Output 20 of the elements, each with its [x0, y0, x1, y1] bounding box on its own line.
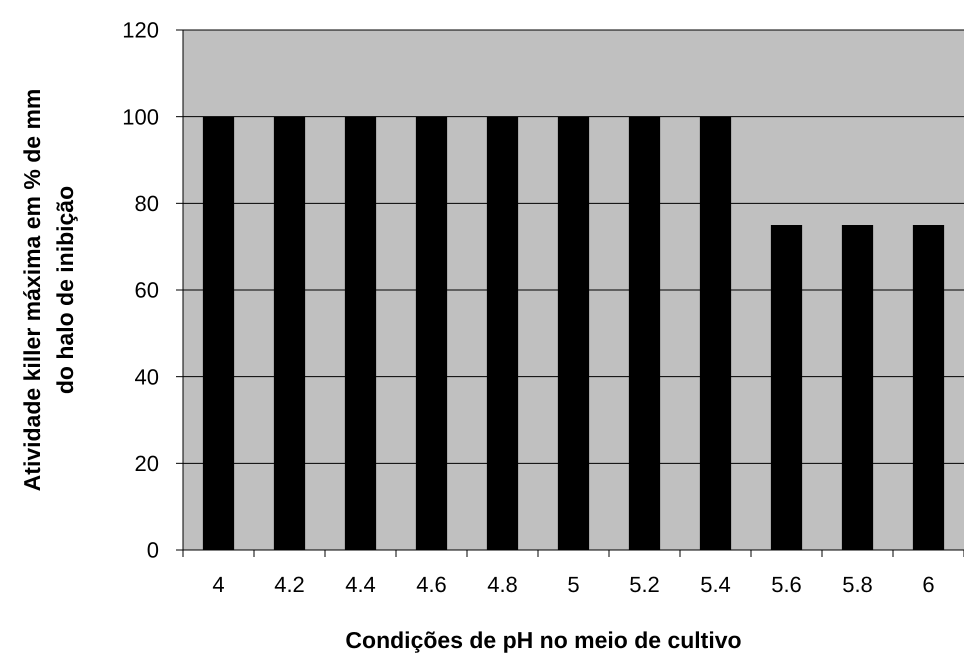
y-tick-label: 120: [122, 18, 159, 43]
x-tick-label: 4: [212, 572, 225, 597]
y-tick-label: 0: [146, 538, 159, 563]
y-tick-label: 80: [134, 191, 159, 216]
x-tick-label: 5.4: [700, 572, 731, 597]
x-tick-label: 5.2: [629, 572, 660, 597]
y-tick-label: 40: [134, 364, 159, 390]
y-tick-label: 100: [122, 104, 159, 130]
x-tick-label: 5.6: [771, 572, 802, 597]
y-tick-label: 60: [134, 278, 159, 303]
x-tick-label: 4.6: [416, 572, 447, 597]
x-tick-label: 4.2: [274, 572, 305, 597]
y-axis-title: Atividade killer máxima em % de mm do halo de inibição: [19, 88, 78, 492]
x-tick-label: 4.8: [487, 572, 518, 597]
x-axis-title: Condições de pH no meio de cultivo: [345, 627, 742, 653]
x-tick-label: 6: [922, 572, 935, 597]
x-tick-label: 4.4: [345, 572, 376, 597]
y-tick-label: 20: [134, 451, 159, 476]
x-tick-label: 5.8: [842, 572, 873, 597]
x-tick-label: 5: [567, 572, 580, 597]
